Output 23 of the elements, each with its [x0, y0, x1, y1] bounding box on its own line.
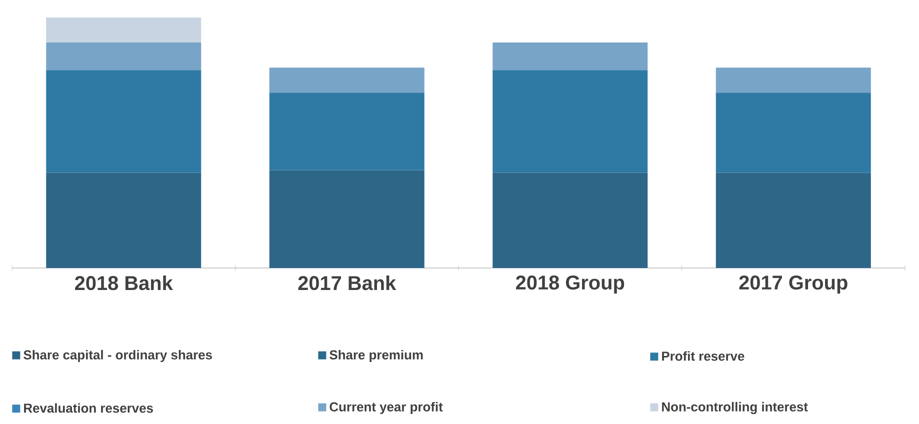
legend-label: Non-controlling interest — [662, 402, 808, 414]
legend-label: Profit reserve — [662, 351, 744, 361]
legend-label: Share capital - ordinary shares — [24, 350, 212, 362]
legend-label: Current year profit — [330, 402, 443, 414]
x-tick-label: 2017 Group — [739, 276, 848, 294]
bar — [716, 172, 871, 268]
bar — [492, 70, 648, 173]
bar — [269, 92, 424, 170]
x-tick-label: 2018 Group — [516, 276, 624, 294]
legend-label: Share premium — [330, 350, 423, 362]
bar — [46, 172, 202, 268]
bar — [46, 18, 202, 43]
bar — [269, 68, 424, 93]
x-tick-label: 2018 Bank — [75, 276, 173, 290]
bar — [716, 68, 871, 93]
bar — [492, 172, 648, 268]
bar — [46, 42, 202, 70]
bar — [46, 70, 202, 173]
bar — [716, 92, 871, 173]
x-tick-label: 2017 Bank — [298, 276, 396, 290]
bar — [492, 42, 648, 70]
legend-label: Revaluation reserves — [24, 403, 153, 413]
bar — [269, 170, 424, 268]
